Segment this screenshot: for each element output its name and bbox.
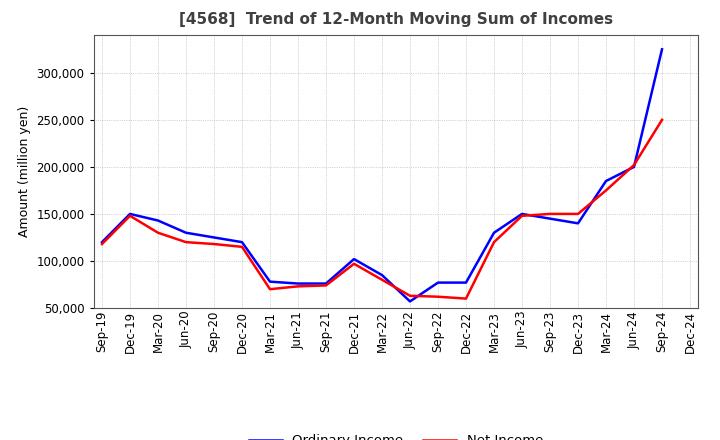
- Net Income: [238, 244, 246, 249]
- Net Income: [546, 211, 554, 216]
- Y-axis label: Amount (million yen): Amount (million yen): [18, 106, 31, 237]
- Ordinary Income: [574, 221, 582, 226]
- Ordinary Income: [181, 230, 190, 235]
- Net Income: [518, 213, 526, 218]
- Ordinary Income: [266, 279, 274, 284]
- Line: Ordinary Income: Ordinary Income: [102, 49, 662, 301]
- Net Income: [462, 296, 470, 301]
- Net Income: [405, 293, 414, 298]
- Ordinary Income: [405, 299, 414, 304]
- Ordinary Income: [378, 272, 387, 278]
- Ordinary Income: [433, 280, 442, 285]
- Net Income: [490, 239, 498, 245]
- Ordinary Income: [238, 239, 246, 245]
- Net Income: [574, 211, 582, 216]
- Ordinary Income: [546, 216, 554, 221]
- Ordinary Income: [602, 178, 611, 183]
- Ordinary Income: [98, 239, 107, 245]
- Net Income: [630, 162, 639, 168]
- Ordinary Income: [657, 47, 666, 52]
- Line: Net Income: Net Income: [102, 120, 662, 299]
- Ordinary Income: [322, 281, 330, 286]
- Net Income: [266, 286, 274, 292]
- Net Income: [98, 242, 107, 247]
- Ordinary Income: [153, 218, 162, 223]
- Net Income: [181, 239, 190, 245]
- Net Income: [153, 230, 162, 235]
- Ordinary Income: [518, 211, 526, 216]
- Ordinary Income: [126, 211, 135, 216]
- Net Income: [210, 242, 218, 247]
- Net Income: [322, 283, 330, 288]
- Ordinary Income: [210, 235, 218, 240]
- Ordinary Income: [630, 164, 639, 169]
- Title: [4568]  Trend of 12-Month Moving Sum of Incomes: [4568] Trend of 12-Month Moving Sum of I…: [179, 12, 613, 27]
- Net Income: [657, 117, 666, 122]
- Ordinary Income: [294, 281, 302, 286]
- Legend: Ordinary Income, Net Income: Ordinary Income, Net Income: [243, 429, 549, 440]
- Net Income: [126, 213, 135, 218]
- Net Income: [602, 188, 611, 193]
- Net Income: [294, 284, 302, 289]
- Ordinary Income: [462, 280, 470, 285]
- Net Income: [350, 261, 359, 267]
- Ordinary Income: [350, 257, 359, 262]
- Net Income: [378, 277, 387, 282]
- Net Income: [433, 294, 442, 299]
- Ordinary Income: [490, 230, 498, 235]
